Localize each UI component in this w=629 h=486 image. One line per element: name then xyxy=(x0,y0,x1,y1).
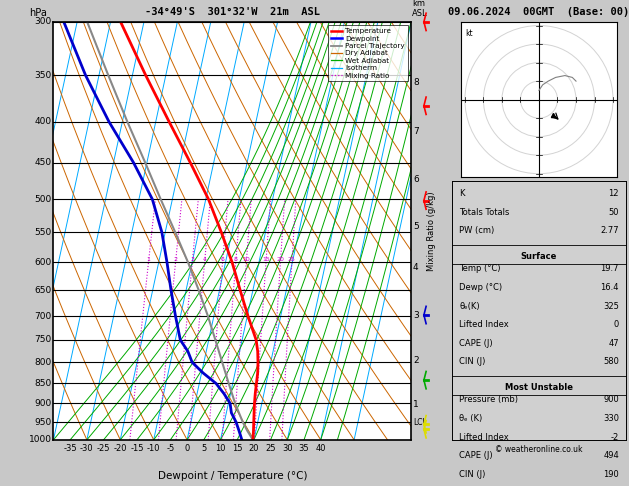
Text: -30: -30 xyxy=(80,444,94,453)
Text: 2: 2 xyxy=(174,258,177,262)
Text: Temp (°C): Temp (°C) xyxy=(459,264,501,273)
Text: 950: 950 xyxy=(34,417,52,427)
Text: 10: 10 xyxy=(242,258,250,262)
Text: 330: 330 xyxy=(603,414,619,423)
Text: 25: 25 xyxy=(265,444,276,453)
Text: kt: kt xyxy=(465,29,472,38)
Text: 25: 25 xyxy=(288,258,296,262)
Text: CAPE (J): CAPE (J) xyxy=(459,339,493,348)
Text: Mixing Ratio (g/kg): Mixing Ratio (g/kg) xyxy=(427,191,436,271)
Text: 550: 550 xyxy=(34,228,52,237)
Text: CIN (J): CIN (J) xyxy=(459,470,486,479)
Text: -34°49'S  301°32'W  21m  ASL: -34°49'S 301°32'W 21m ASL xyxy=(145,7,320,17)
Text: 3: 3 xyxy=(413,311,419,320)
Text: 3: 3 xyxy=(190,258,194,262)
Text: PW (cm): PW (cm) xyxy=(459,226,494,235)
Text: Dewpoint / Temperature (°C): Dewpoint / Temperature (°C) xyxy=(158,471,307,481)
Text: 190: 190 xyxy=(603,470,619,479)
Text: 1: 1 xyxy=(147,258,150,262)
Text: 2: 2 xyxy=(413,356,418,364)
Text: 0: 0 xyxy=(614,320,619,329)
Text: -5: -5 xyxy=(166,444,174,453)
Text: -20: -20 xyxy=(113,444,127,453)
Text: Lifted Index: Lifted Index xyxy=(459,320,509,329)
Text: 650: 650 xyxy=(34,286,52,295)
Text: hPa: hPa xyxy=(29,8,47,17)
Text: -35: -35 xyxy=(64,444,77,453)
Text: 800: 800 xyxy=(34,358,52,367)
Text: -2: -2 xyxy=(611,433,619,442)
Text: Pressure (mb): Pressure (mb) xyxy=(459,395,518,404)
Text: Dewp (°C): Dewp (°C) xyxy=(459,283,502,292)
Text: 6: 6 xyxy=(221,258,225,262)
Text: 600: 600 xyxy=(34,258,52,267)
Text: 10: 10 xyxy=(215,444,226,453)
Text: 700: 700 xyxy=(34,312,52,320)
Text: 09.06.2024  00GMT  (Base: 00): 09.06.2024 00GMT (Base: 00) xyxy=(448,7,629,17)
Text: 494: 494 xyxy=(603,451,619,460)
Text: 2.77: 2.77 xyxy=(600,226,619,235)
Text: 900: 900 xyxy=(603,395,619,404)
Text: 0: 0 xyxy=(184,444,190,453)
Text: 20: 20 xyxy=(248,444,259,453)
Text: θₑ(K): θₑ(K) xyxy=(459,301,480,311)
Text: θₑ (K): θₑ (K) xyxy=(459,414,482,423)
Text: 15: 15 xyxy=(262,258,270,262)
Text: 350: 350 xyxy=(34,71,52,80)
Text: 850: 850 xyxy=(34,379,52,388)
Text: 4: 4 xyxy=(203,258,206,262)
Text: -10: -10 xyxy=(147,444,160,453)
Text: 1: 1 xyxy=(413,400,419,409)
Text: -25: -25 xyxy=(97,444,110,453)
Text: 7: 7 xyxy=(413,127,419,136)
Text: 300: 300 xyxy=(34,17,52,26)
Text: km
ASL: km ASL xyxy=(412,0,428,17)
Text: 30: 30 xyxy=(282,444,292,453)
Text: 47: 47 xyxy=(608,339,619,348)
Legend: Temperature, Dewpoint, Parcel Trajectory, Dry Adiabat, Wet Adiabat, Isotherm, Mi: Temperature, Dewpoint, Parcel Trajectory… xyxy=(328,25,408,82)
Text: Surface: Surface xyxy=(521,252,557,260)
Text: 750: 750 xyxy=(34,335,52,345)
Text: 16.4: 16.4 xyxy=(601,283,619,292)
Text: 50: 50 xyxy=(608,208,619,217)
Text: -15: -15 xyxy=(130,444,144,453)
Text: 5: 5 xyxy=(413,222,419,231)
Text: CIN (J): CIN (J) xyxy=(459,357,486,366)
Text: 15: 15 xyxy=(232,444,242,453)
Text: Most Unstable: Most Unstable xyxy=(505,383,573,392)
Text: 6: 6 xyxy=(413,174,419,184)
Text: 400: 400 xyxy=(35,117,52,126)
Text: CAPE (J): CAPE (J) xyxy=(459,451,493,460)
Text: © weatheronline.co.uk: © weatheronline.co.uk xyxy=(495,445,582,454)
Text: Totals Totals: Totals Totals xyxy=(459,208,509,217)
Text: 1000: 1000 xyxy=(28,435,52,444)
Text: K: K xyxy=(459,189,465,198)
Text: 19.7: 19.7 xyxy=(601,264,619,273)
Text: 8: 8 xyxy=(413,78,419,87)
Text: 5: 5 xyxy=(201,444,206,453)
Text: 580: 580 xyxy=(603,357,619,366)
Text: 20: 20 xyxy=(277,258,284,262)
Text: 12: 12 xyxy=(608,189,619,198)
Text: 8: 8 xyxy=(234,258,238,262)
Text: 325: 325 xyxy=(603,301,619,311)
Text: 35: 35 xyxy=(299,444,309,453)
Text: 40: 40 xyxy=(316,444,326,453)
Text: Lifted Index: Lifted Index xyxy=(459,433,509,442)
Text: 4: 4 xyxy=(413,262,418,272)
Text: LCL: LCL xyxy=(413,417,426,427)
Text: 900: 900 xyxy=(34,399,52,408)
Text: 450: 450 xyxy=(35,158,52,167)
Text: 500: 500 xyxy=(34,195,52,204)
